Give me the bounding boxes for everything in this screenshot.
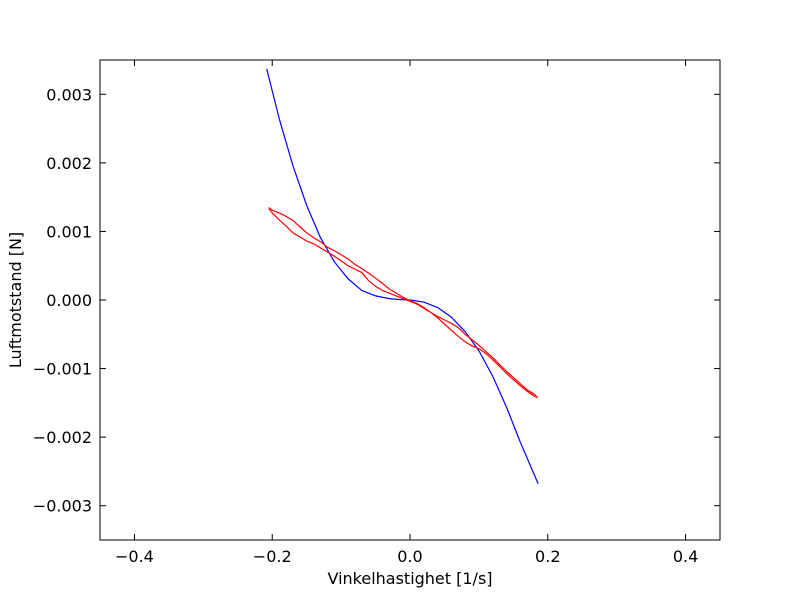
x-tick-label: −0.2 [253,547,292,566]
plot-area-frame [99,59,721,541]
y-tick-label: −0.002 [33,428,92,447]
ticks-layer [100,60,720,540]
x-tick-label: −0.4 [115,547,154,566]
x-axis-title: Vinkelhastighet [1/s] [327,569,492,588]
y-tick-label: 0.000 [46,291,92,310]
y-tick-label: −0.003 [33,497,92,516]
y-tick-label: 0.001 [46,222,92,241]
x-tick-label: 0.4 [673,547,698,566]
y-axis-title: Luftmotstand [N] [6,232,25,368]
y-tick-label: 0.002 [46,154,92,173]
tick-labels-layer: −0.4 −0.2 0.0 0.2 0.4 0.003 0.002 0.001 0.000 −0.… [33,85,699,566]
y-tick-label: −0.001 [33,360,92,379]
series-line-1 [266,68,539,485]
x-tick-label: 0.0 [397,547,422,566]
series-layer [266,68,539,485]
series-line-2 [268,206,539,398]
y-tick-label: 0.003 [46,85,92,104]
x-tick-label: 0.2 [535,547,560,566]
